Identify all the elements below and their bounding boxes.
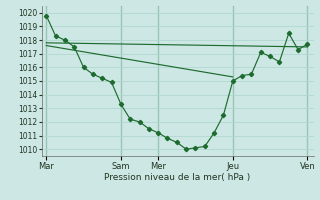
X-axis label: Pression niveau de la mer( hPa ): Pression niveau de la mer( hPa ) [104,173,251,182]
